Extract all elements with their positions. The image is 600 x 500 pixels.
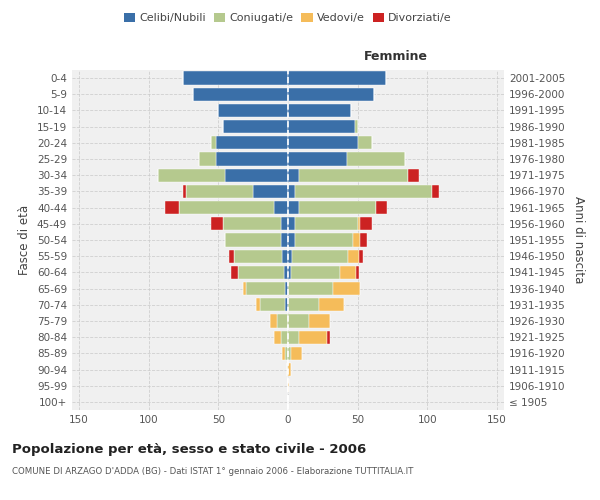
Bar	[288, 330, 299, 344]
Bar	[288, 217, 295, 230]
Bar	[288, 298, 319, 312]
Bar	[361, 234, 367, 246]
Bar	[225, 168, 288, 182]
Bar	[281, 217, 288, 230]
Bar	[309, 314, 330, 328]
Bar	[253, 185, 288, 198]
Bar	[355, 120, 358, 134]
Bar	[295, 217, 358, 230]
Bar	[356, 266, 359, 279]
Y-axis label: Anni di nascita: Anni di nascita	[572, 196, 585, 284]
Bar	[431, 185, 439, 198]
Bar	[332, 282, 361, 295]
Bar	[223, 120, 288, 134]
Bar	[299, 330, 327, 344]
Bar	[361, 217, 371, 230]
Bar	[288, 314, 309, 328]
Bar	[199, 152, 215, 166]
Bar	[288, 120, 355, 134]
Bar	[186, 185, 253, 198]
Bar	[225, 234, 281, 246]
Y-axis label: Fasce di età: Fasce di età	[19, 205, 31, 275]
Bar	[288, 346, 291, 360]
Bar	[408, 168, 419, 182]
Bar	[281, 330, 288, 344]
Bar	[291, 346, 302, 360]
Text: Femmine: Femmine	[364, 50, 428, 63]
Bar	[299, 201, 376, 214]
Bar	[288, 266, 291, 279]
Bar	[291, 266, 340, 279]
Bar	[285, 282, 288, 295]
Bar	[215, 152, 288, 166]
Bar	[284, 266, 288, 279]
Bar	[288, 152, 347, 166]
Bar	[158, 168, 225, 182]
Bar	[353, 234, 361, 246]
Bar	[288, 136, 358, 149]
Bar	[287, 363, 288, 376]
Bar	[256, 298, 260, 312]
Bar	[260, 298, 285, 312]
Bar	[288, 88, 374, 101]
Bar	[274, 330, 281, 344]
Bar	[231, 266, 238, 279]
Bar	[277, 314, 288, 328]
Bar	[285, 298, 288, 312]
Bar	[283, 346, 285, 360]
Bar	[288, 250, 292, 263]
Bar	[288, 379, 289, 392]
Bar	[299, 168, 408, 182]
Bar	[211, 136, 215, 149]
Bar	[358, 217, 361, 230]
Bar	[274, 201, 288, 214]
Bar	[340, 266, 356, 279]
Bar	[211, 217, 223, 230]
Bar	[229, 250, 233, 263]
Bar	[288, 201, 299, 214]
Bar	[348, 250, 359, 263]
Text: Popolazione per età, sesso e stato civile - 2006: Popolazione per età, sesso e stato civil…	[12, 442, 366, 456]
Bar	[359, 250, 363, 263]
Bar	[246, 282, 285, 295]
Bar	[223, 217, 281, 230]
Bar	[184, 185, 186, 198]
Bar	[215, 136, 288, 149]
Bar	[288, 282, 332, 295]
Legend: Celibi/Nubili, Coniugati/e, Vedovi/e, Divorziati/e: Celibi/Nubili, Coniugati/e, Vedovi/e, Di…	[122, 10, 454, 26]
Bar	[244, 282, 246, 295]
Bar	[218, 104, 288, 117]
Bar	[288, 168, 299, 182]
Bar	[295, 185, 431, 198]
Bar	[283, 250, 288, 263]
Bar	[288, 363, 291, 376]
Bar	[288, 104, 351, 117]
Bar	[270, 314, 277, 328]
Bar	[358, 136, 371, 149]
Bar	[327, 330, 330, 344]
Bar	[292, 250, 348, 263]
Bar	[281, 234, 288, 246]
Bar	[233, 250, 283, 263]
Bar	[288, 72, 386, 85]
Bar	[184, 72, 288, 85]
Bar	[319, 298, 344, 312]
Bar	[288, 185, 295, 198]
Bar	[238, 266, 284, 279]
Bar	[376, 201, 387, 214]
Bar	[288, 234, 295, 246]
Bar	[193, 88, 288, 101]
Bar	[179, 201, 274, 214]
Bar	[166, 201, 179, 214]
Text: COMUNE DI ARZAGO D'ADDA (BG) - Dati ISTAT 1° gennaio 2006 - Elaborazione TUTTITA: COMUNE DI ARZAGO D'ADDA (BG) - Dati ISTA…	[12, 468, 413, 476]
Bar	[285, 346, 288, 360]
Bar	[347, 152, 405, 166]
Bar	[295, 234, 353, 246]
